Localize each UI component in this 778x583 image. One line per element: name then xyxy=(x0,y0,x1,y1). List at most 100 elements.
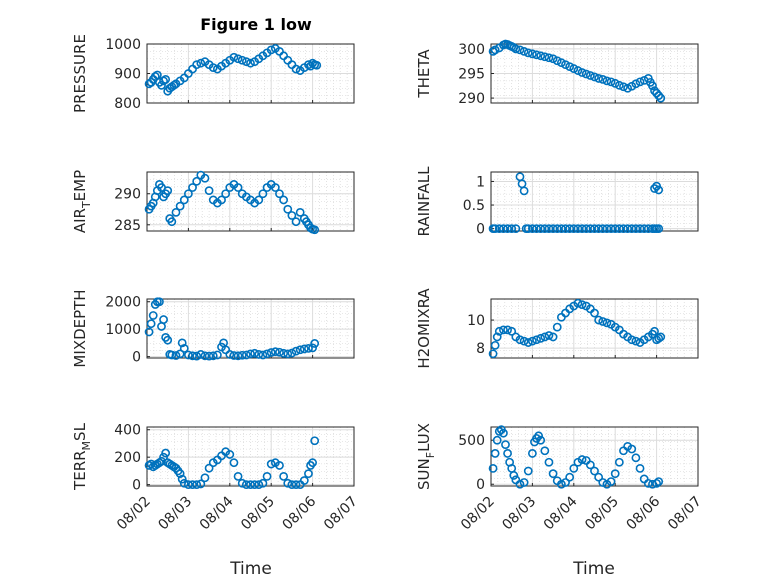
data-point xyxy=(188,64,197,74)
data-point xyxy=(515,172,525,182)
x-tick-label: 08/04 xyxy=(197,493,237,533)
data-point xyxy=(499,325,508,335)
data-point xyxy=(528,336,537,346)
data-point xyxy=(556,479,566,489)
subplot-4: 0 0.5 1 RAINFALL xyxy=(415,166,699,238)
data-point xyxy=(494,326,504,336)
data-point xyxy=(654,91,664,101)
data-point xyxy=(627,224,637,234)
data-point xyxy=(241,480,251,490)
data-point xyxy=(648,81,657,91)
data-point xyxy=(179,478,189,488)
figure-title: Figure 1 low xyxy=(200,15,312,34)
data-point xyxy=(544,224,554,234)
data-point xyxy=(577,224,587,234)
data-point xyxy=(175,349,185,359)
data-point xyxy=(490,449,500,458)
data-point xyxy=(237,350,247,360)
data-point xyxy=(569,64,579,73)
data-point xyxy=(623,224,633,234)
data-point xyxy=(183,189,193,199)
data-point xyxy=(519,186,529,196)
data-point xyxy=(503,325,512,335)
data-point xyxy=(279,348,289,358)
data-point xyxy=(627,335,637,345)
y-tick-label: 0 xyxy=(132,478,141,494)
data-point xyxy=(561,478,570,487)
data-point xyxy=(159,76,168,86)
data-point xyxy=(250,480,260,490)
data-point xyxy=(519,46,529,56)
subplot-5: 0 1000 2000 MIXDEPTH xyxy=(71,289,355,368)
data-point xyxy=(204,463,214,473)
y-tick-label: 300 xyxy=(458,42,485,58)
x-tick-label: 08/06 xyxy=(280,493,320,533)
data-point xyxy=(561,60,570,70)
data-point xyxy=(519,336,529,346)
data-point xyxy=(639,224,649,234)
data-point xyxy=(569,463,579,473)
data-point xyxy=(221,189,231,199)
data-point xyxy=(246,349,255,359)
y-axis-label: PRESSURE xyxy=(71,34,89,113)
data-point xyxy=(623,83,633,93)
data-point xyxy=(528,49,537,59)
data-point xyxy=(577,68,587,77)
data-point xyxy=(157,80,166,90)
data-point xyxy=(179,195,189,205)
data-point xyxy=(490,45,500,55)
data-point xyxy=(283,349,293,359)
data-point xyxy=(523,466,533,476)
subplot-8: 0 500 SUNFLUX 08/02 08/03 08/04 08/05 08/06 08/0… xyxy=(415,423,705,533)
data-point xyxy=(196,479,206,489)
data-point xyxy=(291,480,301,490)
data-point xyxy=(310,225,320,235)
data-point xyxy=(606,224,616,234)
data-point xyxy=(594,74,604,83)
y-tick-label: 200 xyxy=(114,450,141,466)
data-point xyxy=(152,70,162,80)
data-point xyxy=(246,480,255,490)
data-point xyxy=(291,346,301,356)
data-point xyxy=(552,322,562,332)
data-point xyxy=(515,335,525,345)
data-point xyxy=(287,211,297,220)
data-point xyxy=(200,351,210,361)
data-point xyxy=(602,224,612,234)
data-point xyxy=(581,69,591,79)
data-point xyxy=(188,351,197,361)
data-point xyxy=(565,472,575,482)
y-tick-label: 1000 xyxy=(105,322,141,338)
data-point xyxy=(590,466,599,476)
data-point xyxy=(602,76,612,86)
data-point xyxy=(511,475,521,485)
y-tick-label: 8 xyxy=(476,341,485,357)
data-point xyxy=(499,428,508,438)
y-tick-label: 1000 xyxy=(105,37,141,53)
data-point xyxy=(548,54,558,64)
data-point xyxy=(499,224,508,234)
y-axis-label: SUNFLUX xyxy=(415,423,437,490)
subplot-7: 0 200 400 TERRMSL 08/02 08/03 08/04 08/05 08/06 0… xyxy=(71,422,361,533)
x-tick-label: 08/03 xyxy=(155,494,195,534)
x-tick-label: 08/05 xyxy=(238,494,278,534)
data-point xyxy=(266,348,276,357)
data-point xyxy=(233,183,243,192)
data-point xyxy=(631,336,641,346)
data-point xyxy=(631,453,641,463)
data-point xyxy=(310,339,320,348)
y-tick-label: 0.5 xyxy=(463,198,485,214)
data-point xyxy=(548,224,558,234)
data-point xyxy=(548,332,558,342)
data-point xyxy=(598,317,608,326)
data-point xyxy=(614,457,624,467)
data-point xyxy=(511,44,521,54)
data-point xyxy=(631,224,641,234)
data-point xyxy=(308,343,317,353)
data-point xyxy=(287,348,297,358)
data-point xyxy=(241,350,251,360)
data-point xyxy=(501,440,510,450)
data-point xyxy=(614,80,624,90)
y-tick-label: 400 xyxy=(114,423,141,439)
x-tick-label: 08/02 xyxy=(114,494,154,534)
